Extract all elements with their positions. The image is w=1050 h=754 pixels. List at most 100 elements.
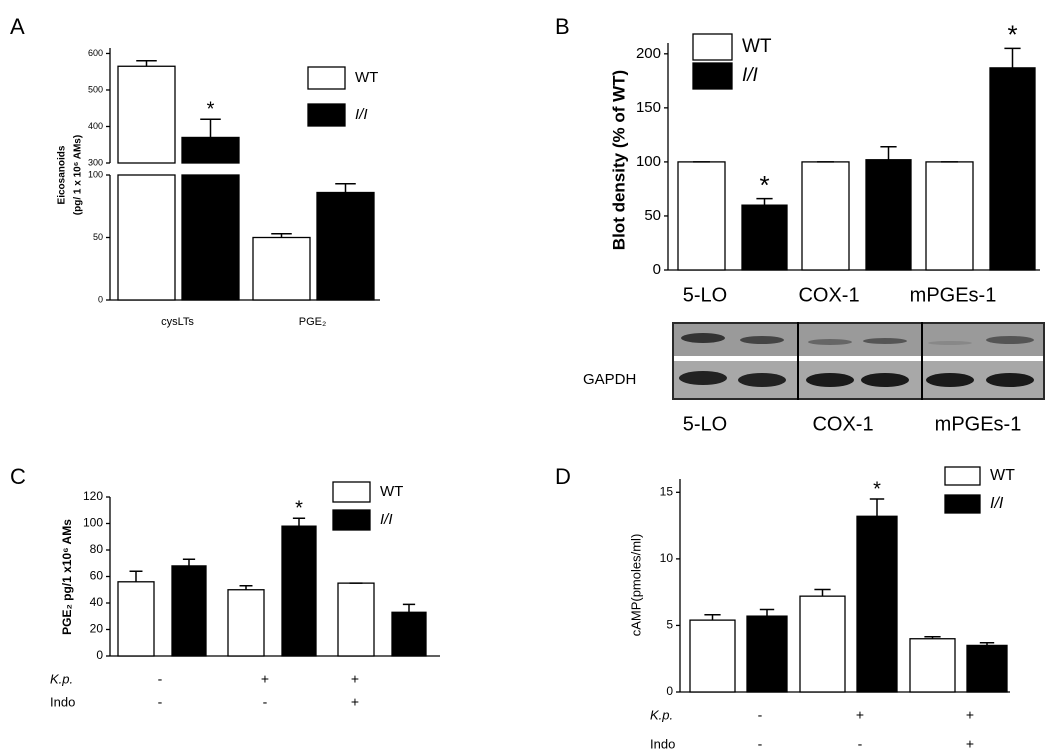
error-bar	[979, 641, 995, 646]
y-tick-label: 50	[93, 232, 103, 242]
y-tick-label: 200	[636, 45, 661, 62]
legend-label: I/I	[990, 495, 1004, 512]
x-row-value: +	[351, 671, 359, 687]
panel-letter: C	[10, 464, 26, 489]
x-row-value: -	[858, 736, 863, 752]
error-bar	[1004, 47, 1021, 68]
y-tick-label: 0	[653, 261, 661, 278]
y-tick-label: 10	[660, 551, 674, 565]
legend-swatch	[944, 494, 981, 514]
bar	[171, 565, 207, 657]
y-axis-label: (pg/ 1 x 10⁶ AMs)	[73, 135, 84, 215]
error-bar	[136, 60, 157, 67]
legend-swatch	[332, 481, 371, 503]
x-row-label: K.p.	[650, 707, 673, 722]
legend-label: I/I	[742, 65, 759, 86]
legend-label: WT	[742, 36, 772, 57]
error-bar	[924, 636, 941, 639]
y-tick-label: 400	[88, 121, 103, 131]
bar	[677, 161, 726, 271]
significance-marker: *	[207, 98, 215, 120]
blot-lane-label: mPGEs-1	[935, 413, 1022, 435]
error-bar	[271, 233, 292, 238]
error-bar	[759, 608, 775, 617]
x-row-value: -	[158, 671, 163, 687]
error-bar	[869, 498, 885, 517]
y-tick-label: 500	[88, 84, 103, 94]
x-tick-label: PGE₂	[299, 316, 327, 328]
x-row-value: -	[158, 694, 163, 710]
error-bar	[292, 517, 306, 527]
x-row-value: +	[966, 707, 974, 723]
bar	[117, 174, 176, 301]
bar	[252, 236, 311, 301]
error-bar	[704, 614, 721, 621]
bar	[337, 582, 375, 657]
bar	[689, 619, 736, 693]
error-bar	[756, 197, 773, 206]
western-blot: GAPDH 5-LO COX-1 mPGEs-1	[583, 322, 1045, 435]
blot-band	[679, 371, 727, 385]
legend-label: WT	[355, 69, 378, 86]
y-tick-label: 0	[98, 294, 103, 304]
blot-band-top	[674, 324, 1043, 356]
legend-swatch	[692, 62, 733, 90]
x-tick-label: 5-LO	[683, 284, 727, 306]
y-tick-label: 60	[90, 569, 104, 583]
legend-swatch	[692, 33, 733, 61]
bar	[391, 611, 427, 657]
panel-letter: D	[555, 464, 571, 489]
bar	[741, 204, 788, 271]
error-bar	[182, 558, 196, 566]
y-tick-label: 100	[88, 169, 103, 179]
error-bar	[335, 183, 356, 193]
error-bar	[129, 570, 143, 582]
y-tick-label: 0	[666, 684, 673, 698]
y-tick-label: 300	[88, 157, 103, 167]
error-bar	[402, 603, 416, 613]
bar	[856, 515, 898, 693]
x-row-value: +	[966, 736, 974, 752]
bar	[799, 595, 846, 693]
x-row-label: K.p.	[50, 671, 73, 686]
x-row-label: Indo	[650, 736, 675, 751]
bar	[181, 136, 240, 164]
bar	[909, 638, 956, 693]
x-row-value: -	[263, 694, 268, 710]
bar	[746, 615, 788, 693]
x-row-value: -	[758, 736, 763, 752]
y-tick-label: 150	[636, 99, 661, 116]
blot-band	[806, 373, 854, 387]
blot-band	[926, 373, 974, 387]
error-bar	[814, 588, 831, 597]
blot-band	[808, 339, 852, 345]
bar	[281, 525, 317, 657]
significance-marker: *	[295, 497, 303, 519]
blot-band	[861, 373, 909, 387]
y-axis-label: Blot density (% of WT)	[609, 70, 628, 250]
bar	[181, 174, 240, 301]
blot-band	[681, 333, 725, 343]
x-tick-label: cysLTs	[161, 316, 194, 328]
blot-lane-label: 5-LO	[683, 413, 727, 435]
panel-letter: A	[10, 14, 25, 39]
blot-band-bottom	[674, 361, 1043, 398]
y-tick-label: 0	[96, 648, 103, 662]
blot-band	[928, 341, 972, 345]
y-tick-label: 5	[666, 618, 673, 632]
legend-label: WT	[990, 467, 1015, 484]
x-row-value: +	[856, 707, 864, 723]
error-bar	[239, 585, 253, 590]
x-row-value: +	[351, 694, 359, 710]
x-row-value: +	[261, 671, 269, 687]
y-tick-label: 100	[636, 153, 661, 170]
y-tick-label: 120	[83, 489, 103, 503]
significance-marker: *	[759, 170, 769, 200]
y-axis-label: cAMP(pmoles/ml)	[628, 534, 643, 637]
bar	[227, 589, 265, 657]
legend-swatch	[332, 509, 371, 531]
y-tick-label: 600	[88, 48, 103, 58]
blot-label: GAPDH	[583, 371, 636, 388]
legend-label: I/I	[380, 511, 393, 528]
